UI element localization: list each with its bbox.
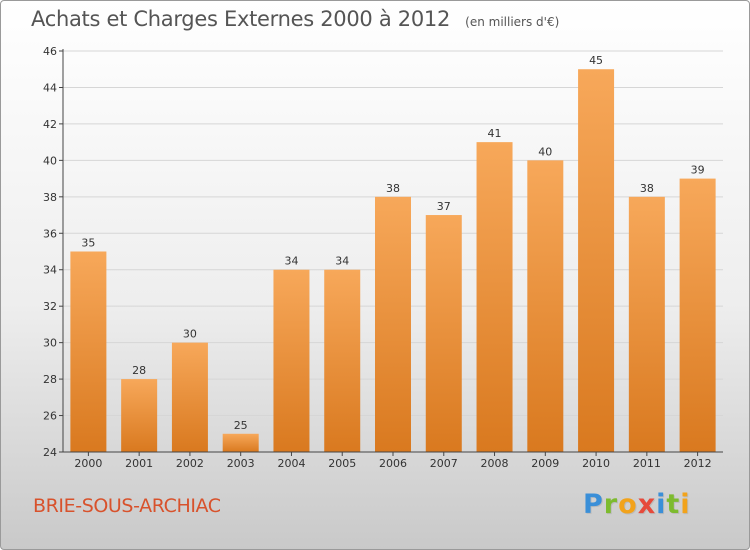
value-label: 45	[589, 54, 603, 67]
value-label: 38	[386, 182, 400, 195]
x-tick-label: 2000	[74, 457, 102, 470]
bar-2008	[476, 142, 513, 453]
chart-title: Achats et Charges Externes 2000 à 2012	[31, 7, 451, 31]
x-tick-label: 2002	[176, 457, 204, 470]
x-tick-label: 2011	[633, 457, 661, 470]
y-tick-label: 32	[43, 300, 57, 313]
value-label: 40	[538, 145, 552, 158]
bar-2007	[425, 215, 462, 452]
value-label: 30	[183, 328, 197, 341]
value-label: 41	[488, 127, 502, 140]
bar-2004	[273, 269, 310, 452]
y-tick-label: 40	[43, 154, 57, 167]
value-label: 38	[640, 182, 654, 195]
x-tick-label: 2003	[227, 457, 255, 470]
x-tick-label: 2005	[328, 457, 356, 470]
proxiti-logo[interactable]: Proxiti	[583, 489, 691, 520]
y-tick-label: 42	[43, 118, 57, 131]
x-tick-label: 2001	[125, 457, 153, 470]
commune-name: BRIE-SOUS-ARCHIAC	[33, 495, 221, 517]
title-row: Achats et Charges Externes 2000 à 2012 (…	[31, 7, 559, 31]
y-tick-label: 34	[43, 264, 57, 277]
y-tick-label: 44	[43, 81, 57, 94]
value-label: 34	[335, 255, 349, 268]
bar-2011	[628, 196, 665, 452]
x-tick-label: 2009	[531, 457, 559, 470]
bar-2005	[324, 269, 361, 452]
y-tick-label: 38	[43, 191, 57, 204]
value-label: 34	[284, 255, 298, 268]
y-tick-label: 28	[43, 373, 57, 386]
bar-2010	[578, 69, 615, 453]
logo-letter: i	[680, 489, 691, 520]
logo-letter: r	[603, 489, 619, 520]
logo-letter: o	[618, 489, 638, 520]
value-label: 35	[81, 237, 95, 250]
x-tick-label: 2012	[684, 457, 712, 470]
x-tick-label: 2006	[379, 457, 407, 470]
bar-2001	[121, 379, 158, 452]
logo-letter: P	[583, 489, 604, 520]
y-tick-label: 36	[43, 227, 57, 240]
bar-2000	[70, 251, 107, 452]
logo-letter: i	[656, 489, 667, 520]
bar-2009	[527, 160, 564, 452]
bar-2002	[171, 342, 208, 452]
bar-2006	[375, 196, 411, 452]
x-tick-label: 2007	[430, 457, 458, 470]
bar-2012	[679, 178, 716, 452]
value-label: 25	[234, 419, 248, 432]
x-tick-label: 2004	[277, 457, 305, 470]
logo-letter: x	[637, 489, 657, 520]
bar-2003	[222, 433, 259, 452]
y-tick-label: 24	[43, 446, 57, 459]
y-tick-label: 26	[43, 410, 57, 423]
value-label: 37	[437, 200, 451, 213]
chart-subtitle: (en milliers d'€)	[465, 15, 560, 29]
logo-letter: t	[666, 489, 681, 520]
y-tick-label: 30	[43, 337, 57, 350]
value-label: 28	[132, 364, 146, 377]
x-tick-label: 2008	[481, 457, 509, 470]
y-tick-label: 46	[43, 45, 57, 58]
value-label: 39	[691, 164, 705, 177]
x-tick-label: 2010	[582, 457, 610, 470]
